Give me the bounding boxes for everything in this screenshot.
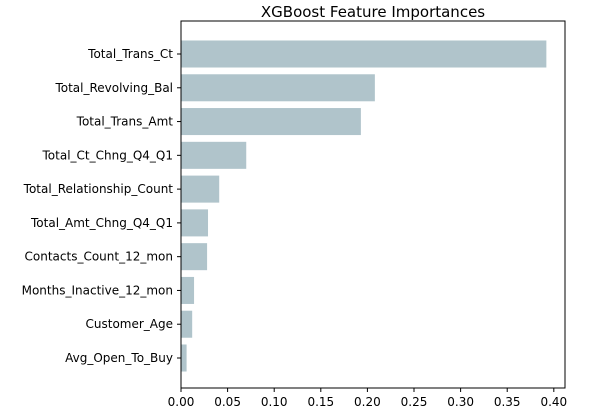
plot-frame xyxy=(180,20,566,389)
bar-total-amt-chng-q4-q1 xyxy=(181,209,209,237)
bar-total-trans-amt xyxy=(181,108,361,136)
bar-total-ct-chng-q4-q1 xyxy=(181,141,247,169)
y-tick-label: Total_Ct_Chng_Q4_Q1 xyxy=(42,148,173,162)
y-tick-label: Customer_Age xyxy=(86,317,174,331)
bar-total-revolving-bal xyxy=(181,74,375,102)
bar-months-inactive-12-mon xyxy=(181,276,195,304)
y-tick-label: Total_Trans_Ct xyxy=(87,47,173,61)
x-tick-label: 0.25 xyxy=(401,395,428,409)
y-tick-label: Total_Trans_Amt xyxy=(76,115,174,129)
x-tick-label: 0.35 xyxy=(494,395,521,409)
x-tick-label: 0.05 xyxy=(214,395,241,409)
y-tick-label: Total_Relationship_Count xyxy=(23,182,174,196)
y-tick-labels: Total_Trans_Ct Total_Revolving_Bal Total_T… xyxy=(22,47,181,365)
bar-contacts-count-12-mon xyxy=(181,243,208,271)
x-tick-label: 0.15 xyxy=(307,395,334,409)
y-tick-label: Avg_Open_To_Buy xyxy=(65,351,173,365)
x-tick-label: 0.20 xyxy=(354,395,381,409)
y-tick-label: Total_Amt_Chng_Q4_Q1 xyxy=(30,216,173,230)
y-tick-label: Total_Revolving_Bal xyxy=(54,81,173,95)
bar-total-relationship-count xyxy=(181,175,220,203)
bars-group xyxy=(181,40,547,372)
chart-title: XGBoost Feature Importances xyxy=(261,3,485,21)
bar-customer-age xyxy=(181,310,193,338)
y-tick-label: Months_Inactive_12_mon xyxy=(22,283,173,297)
y-tick-label: Contacts_Count_12_mon xyxy=(25,250,173,264)
x-tick-label: 0.00 xyxy=(168,395,195,409)
bar-total-trans-ct xyxy=(181,40,547,68)
x-tick-label: 0.30 xyxy=(447,395,474,409)
bar-avg-open-to-buy xyxy=(181,344,187,372)
x-tick-label: 0.40 xyxy=(540,395,567,409)
x-tick-label: 0.10 xyxy=(261,395,288,409)
x-tick-group: 0.00 0.05 0.10 0.15 0.20 0.25 0.30 0.35 0.40 xyxy=(168,388,567,409)
